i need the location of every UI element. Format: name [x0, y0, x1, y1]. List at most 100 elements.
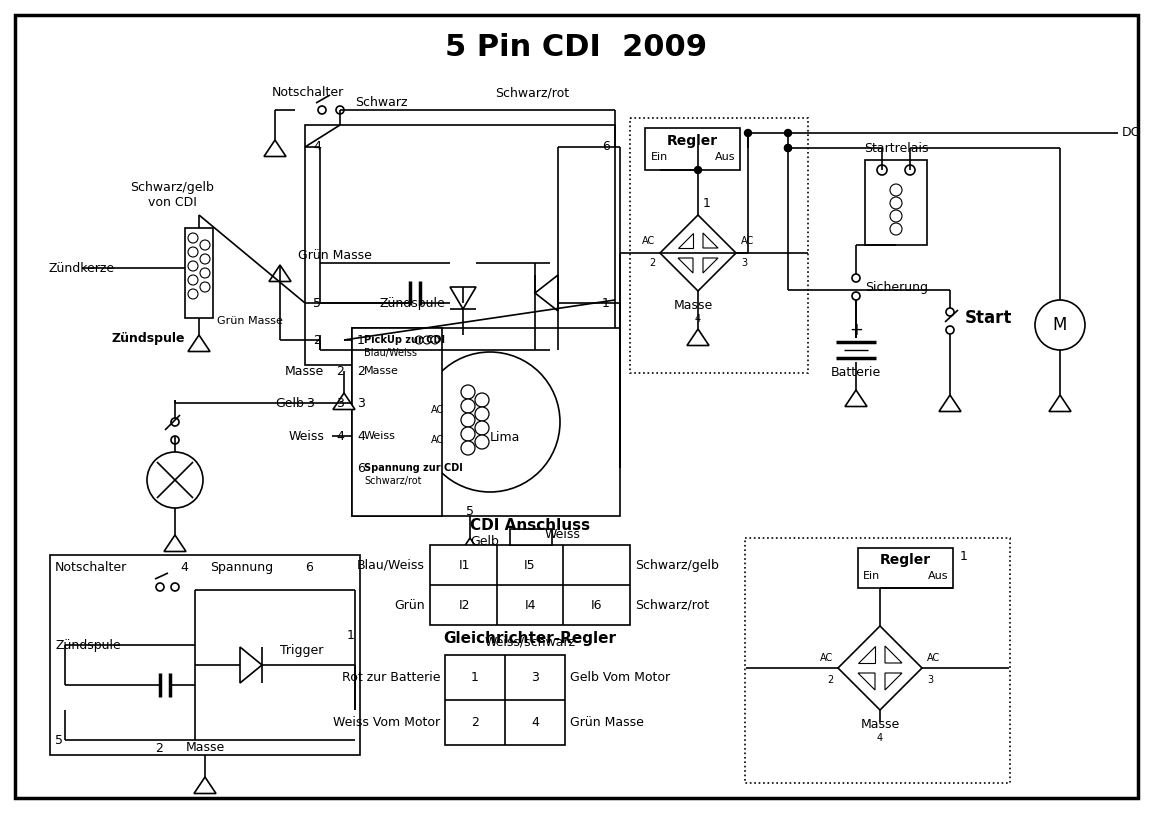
- Circle shape: [171, 418, 179, 426]
- Text: 2: 2: [155, 741, 163, 754]
- Text: 5: 5: [312, 297, 321, 310]
- Text: 4: 4: [695, 314, 701, 324]
- Text: 1: 1: [703, 197, 711, 210]
- Circle shape: [199, 254, 210, 264]
- Text: Gelb: Gelb: [276, 397, 304, 410]
- Polygon shape: [939, 395, 960, 411]
- Circle shape: [199, 282, 210, 292]
- Text: 1: 1: [472, 671, 478, 684]
- Polygon shape: [1049, 395, 1071, 411]
- Circle shape: [199, 240, 210, 250]
- Circle shape: [890, 197, 902, 209]
- Text: PickUp zur CDI: PickUp zur CDI: [364, 335, 445, 345]
- Text: 2: 2: [472, 715, 478, 728]
- Circle shape: [890, 223, 902, 235]
- Text: AC: AC: [431, 405, 445, 415]
- Circle shape: [784, 145, 791, 151]
- Text: 2: 2: [337, 364, 344, 377]
- Circle shape: [461, 413, 475, 427]
- Polygon shape: [450, 287, 476, 309]
- Circle shape: [420, 352, 560, 492]
- Text: I2: I2: [458, 598, 469, 611]
- Text: AC: AC: [431, 435, 445, 445]
- Polygon shape: [269, 265, 291, 281]
- Text: Spannung zur CDI: Spannung zur CDI: [364, 463, 462, 473]
- Text: AC: AC: [820, 653, 832, 663]
- Bar: [184, 228, 213, 318]
- Text: CDI Anschluss: CDI Anschluss: [470, 518, 590, 533]
- Circle shape: [336, 106, 344, 114]
- Text: 4: 4: [532, 715, 538, 728]
- Text: 6: 6: [357, 462, 364, 475]
- Polygon shape: [703, 258, 718, 273]
- Bar: [865, 160, 927, 245]
- Text: 2: 2: [827, 675, 832, 685]
- Text: Zündspule: Zündspule: [111, 332, 184, 345]
- Polygon shape: [845, 390, 867, 406]
- Text: Grün Masse: Grün Masse: [297, 249, 372, 262]
- Text: Masse: Masse: [364, 366, 399, 376]
- Text: Rot zur Batterie: Rot zur Batterie: [341, 671, 440, 684]
- Bar: [510, 529, 552, 545]
- Text: Start: Start: [965, 309, 1012, 327]
- Text: 5: 5: [55, 733, 63, 746]
- Circle shape: [415, 336, 423, 344]
- Polygon shape: [678, 258, 693, 273]
- Text: Grün Masse: Grün Masse: [217, 316, 282, 326]
- Polygon shape: [886, 646, 902, 663]
- Text: AC: AC: [642, 236, 655, 246]
- Text: 5: 5: [466, 505, 474, 518]
- Polygon shape: [858, 673, 875, 690]
- Circle shape: [784, 145, 791, 151]
- Text: Schwarz/gelb
von CDI: Schwarz/gelb von CDI: [130, 181, 214, 209]
- Circle shape: [423, 336, 431, 344]
- Bar: [430, 545, 630, 625]
- Circle shape: [475, 435, 489, 449]
- Bar: [306, 125, 615, 365]
- Polygon shape: [459, 538, 481, 554]
- Text: I6: I6: [590, 598, 602, 611]
- Bar: [745, 538, 1010, 783]
- Polygon shape: [240, 647, 262, 683]
- Text: I5: I5: [525, 559, 536, 572]
- Polygon shape: [678, 233, 693, 248]
- Circle shape: [475, 393, 489, 407]
- Circle shape: [318, 106, 326, 114]
- Polygon shape: [660, 215, 736, 291]
- Text: 2: 2: [312, 333, 321, 346]
- Text: 6: 6: [602, 141, 610, 154]
- Text: Sicherung: Sicherung: [865, 280, 928, 293]
- Text: Weiss/schwarz: Weiss/schwarz: [484, 636, 575, 649]
- Text: Notschalter: Notschalter: [55, 560, 127, 573]
- Text: 5 Pin CDI  2009: 5 Pin CDI 2009: [445, 33, 707, 63]
- Polygon shape: [703, 233, 718, 248]
- Text: M: M: [1053, 316, 1068, 334]
- Text: Weiss: Weiss: [364, 431, 395, 441]
- Circle shape: [784, 129, 791, 137]
- Polygon shape: [264, 140, 286, 156]
- Text: 4: 4: [877, 733, 883, 743]
- Circle shape: [146, 452, 203, 508]
- Text: +: +: [849, 321, 862, 339]
- Text: 1: 1: [602, 297, 610, 310]
- Text: Zündkerze: Zündkerze: [48, 262, 115, 275]
- Text: I4: I4: [525, 598, 536, 611]
- Circle shape: [461, 441, 475, 455]
- Text: Aus: Aus: [928, 571, 948, 581]
- Text: Masse: Masse: [285, 364, 324, 377]
- Circle shape: [877, 165, 887, 175]
- Circle shape: [171, 583, 179, 591]
- Circle shape: [461, 399, 475, 413]
- Text: 3: 3: [337, 397, 344, 410]
- Text: Lima: Lima: [490, 431, 520, 444]
- Text: 1: 1: [347, 628, 355, 641]
- Text: Masse: Masse: [860, 718, 899, 731]
- Circle shape: [475, 421, 489, 435]
- Text: Gleichrichter-Regler: Gleichrichter-Regler: [444, 631, 617, 646]
- Text: 1: 1: [960, 550, 967, 563]
- Bar: [352, 328, 620, 516]
- Text: 4: 4: [180, 560, 188, 573]
- Text: Startrelais: Startrelais: [864, 141, 928, 154]
- Circle shape: [188, 247, 198, 257]
- Text: Gelb: Gelb: [470, 534, 499, 547]
